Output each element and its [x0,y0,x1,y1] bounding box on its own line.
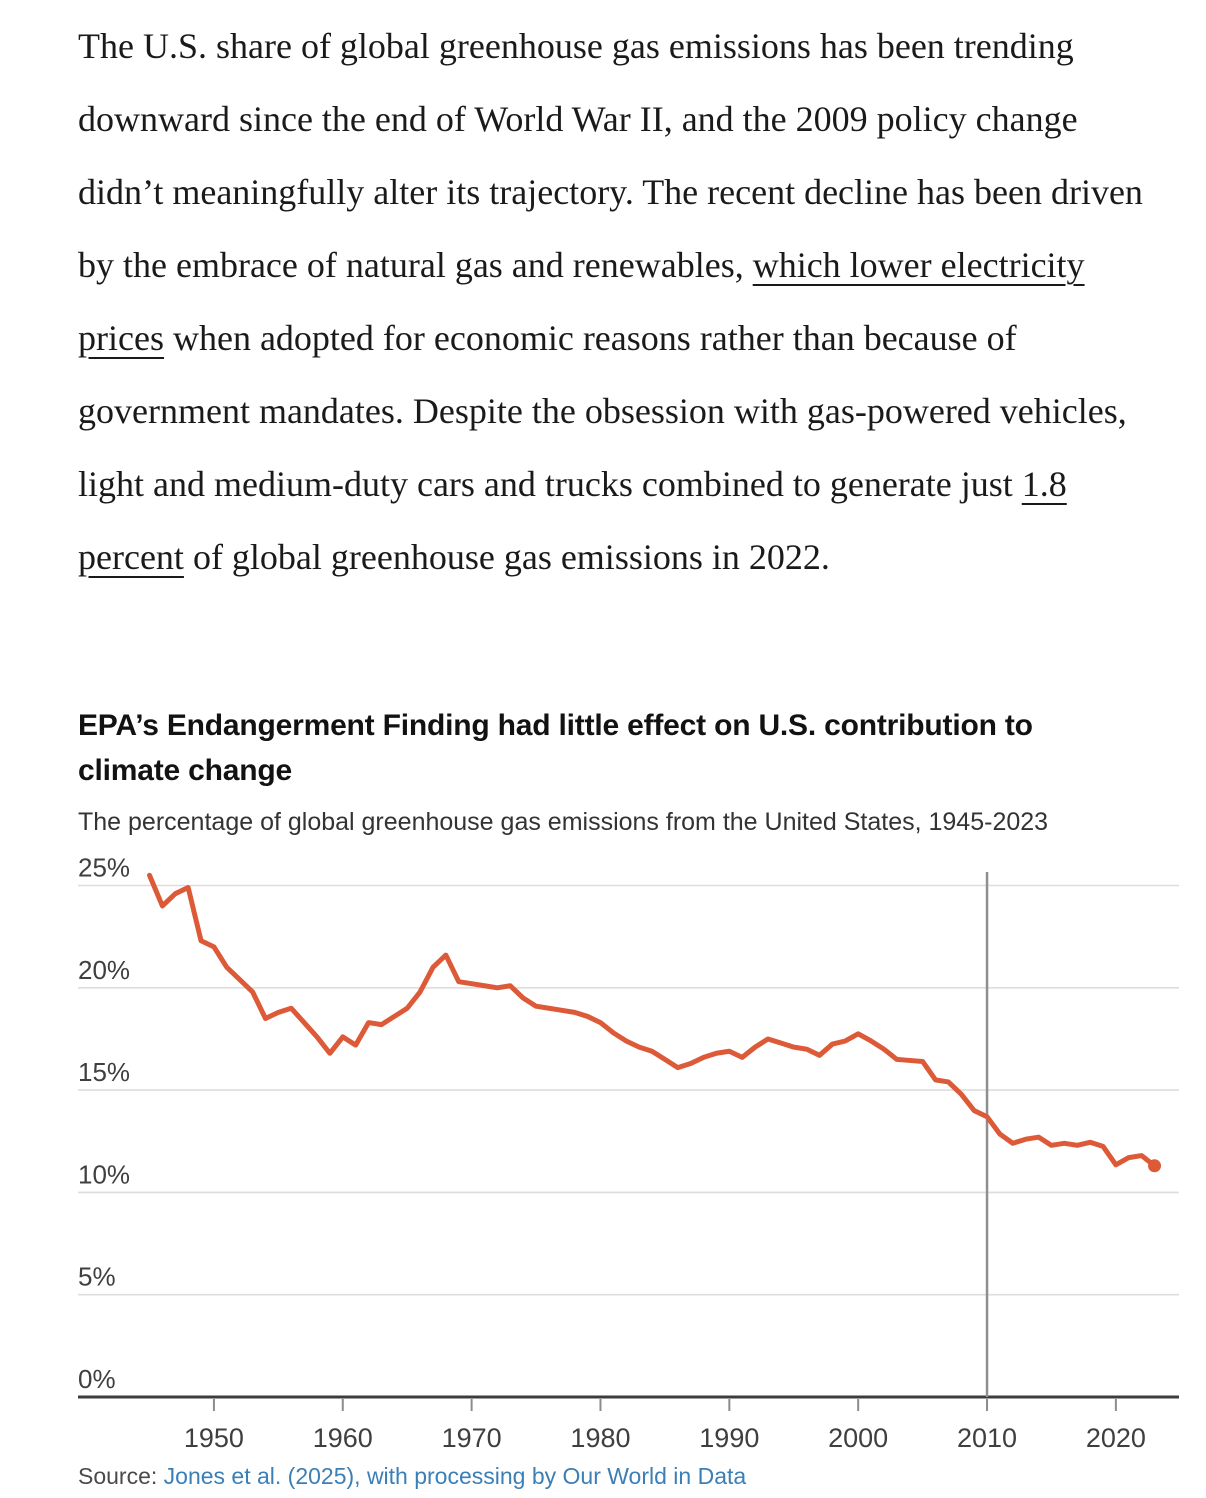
article-paragraph: The U.S. share of global greenhouse gas … [78,10,1163,594]
y-axis-label: 5% [78,1262,116,1292]
y-axis-label: 25% [78,855,130,883]
source-link[interactable]: Jones et al. (2025), with processing by … [163,1463,747,1489]
x-axis-label: 1970 [442,1423,502,1453]
line-end-dot [1148,1159,1162,1173]
paragraph-text: of global greenhouse gas emissions in 20… [183,537,830,577]
emissions-line-chart: 0% 5% 10% 15% 20% 25% 1950 1960 1970 1980 1990 2000… [78,855,1179,1453]
x-axis-label: 1980 [570,1423,630,1453]
paragraph-text: The U.S. share of global greenhouse gas … [78,26,1143,285]
y-axis-label: 15% [78,1057,130,1087]
inline-link-electricity-prices[interactable]: which lower electricity prices [78,245,1085,358]
x-axis-label: 2000 [828,1423,888,1453]
x-axis-label: 1950 [184,1423,244,1453]
chart-subtitle: The percentage of global greenhouse gas … [78,808,1049,836]
source-prefix: Source: [78,1463,164,1489]
x-axis-label: 2020 [1086,1423,1146,1453]
paragraph-text: when adopted for economic reasons rather… [78,318,1127,504]
x-axis-label: 1990 [699,1423,759,1453]
chart-source: Source: Jones et al. (2025), with proces… [78,1463,746,1490]
y-axis-label: 10% [78,1159,130,1189]
us-share-line [147,872,1158,1169]
x-axis-label: 2010 [957,1423,1017,1453]
inline-link-1-8-percent[interactable]: 1.8 percent [78,464,1067,577]
x-axis-label: 1960 [313,1423,373,1453]
y-axis-label: 20% [78,955,130,985]
chart-title: EPA’s Endangerment Finding had little ef… [78,709,1033,787]
y-axis-label: 0% [78,1364,116,1394]
